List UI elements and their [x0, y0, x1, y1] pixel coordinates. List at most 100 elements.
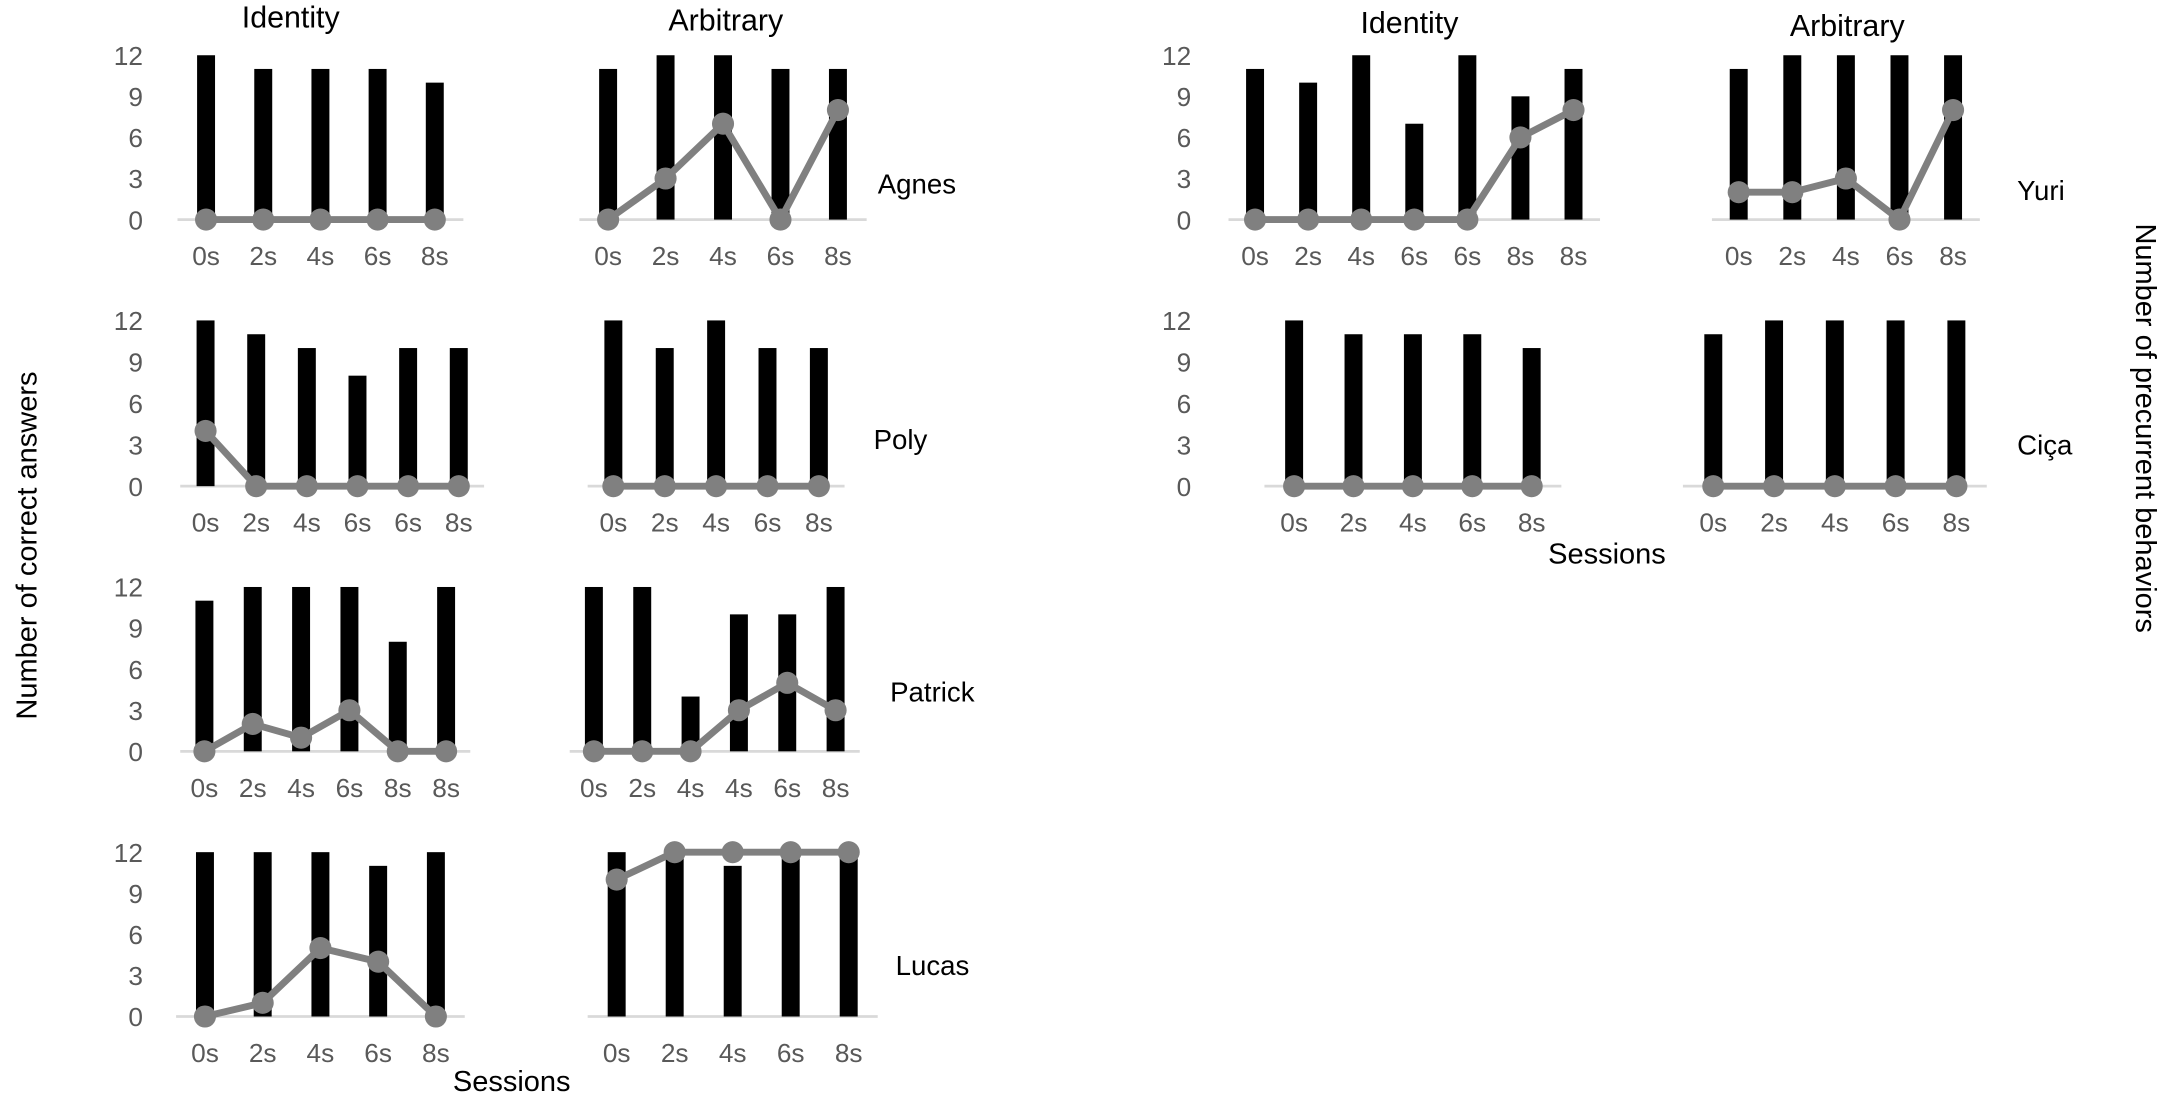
- data-point: [663, 841, 686, 864]
- x-tick-label: 2s: [239, 773, 267, 803]
- y-tick-label: 12: [1162, 41, 1191, 71]
- data-point: [290, 726, 313, 749]
- bar: [1947, 320, 1966, 487]
- x-tick-label: 8s: [1560, 241, 1588, 271]
- precurrent-line: [593, 679, 838, 755]
- x-tick-label: 8s: [1507, 241, 1535, 271]
- panel-agnes-arbitrary: 0s 2s 4s 6s 8s: [579, 55, 867, 271]
- data-point: [1520, 475, 1543, 498]
- y-tick-label: 9: [128, 879, 143, 909]
- y-tick-label: 9: [128, 614, 143, 644]
- x-tick-label: 8s: [1939, 241, 1967, 271]
- x-tick-label: 4s: [1399, 508, 1427, 538]
- data-point: [1342, 475, 1365, 498]
- panel-patrick-identity: 0 3 6 9 12 Patrick 0s 2s 4s 6s 8s 8s: [114, 573, 975, 803]
- bar: [1344, 334, 1363, 487]
- y-tick-label: 3: [128, 164, 143, 194]
- data-point: [346, 475, 369, 498]
- data-point: [1702, 475, 1725, 498]
- data-point: [309, 208, 332, 231]
- precurrent-line: [202, 706, 447, 755]
- data-point: [195, 208, 218, 231]
- x-tick-label: 2s: [1778, 241, 1806, 271]
- x-tick-label: 8s: [384, 773, 412, 803]
- y-tick-label: 3: [1177, 430, 1192, 460]
- bar: [828, 68, 847, 220]
- x-tick-label: 2s: [1760, 508, 1788, 538]
- bar: [243, 586, 262, 752]
- y-tick-label: 9: [1177, 82, 1192, 112]
- data-point: [602, 475, 625, 498]
- participant-label: Lucas: [896, 950, 970, 981]
- bar: [369, 865, 388, 1017]
- bar: [254, 68, 273, 220]
- x-tick-label: 4s: [725, 773, 753, 803]
- bar: [196, 320, 215, 487]
- bar: [633, 586, 652, 752]
- data-point: [1244, 208, 1267, 231]
- x-tick-label: 6s: [767, 241, 795, 271]
- x-tick-label: 6s: [364, 241, 392, 271]
- bar: [1403, 334, 1422, 487]
- column-title-arbitrary-right: Arbitrary: [1790, 9, 1906, 43]
- data-point: [653, 475, 676, 498]
- participant-label: Yuri: [2017, 175, 2065, 206]
- data-point: [423, 208, 446, 231]
- x-tick-label: 4s: [293, 508, 321, 538]
- data-point: [826, 98, 849, 122]
- data-point: [386, 740, 409, 763]
- bar: [425, 82, 444, 220]
- y-tick-label: 0: [128, 737, 143, 767]
- bar: [607, 852, 626, 1017]
- x-tick-label: 6s: [1400, 241, 1428, 271]
- data-point: [1456, 208, 1479, 231]
- y-tick-label: 3: [128, 696, 143, 726]
- y-tick-label: 6: [128, 123, 143, 153]
- x-tick-label: 0s: [603, 1038, 631, 1068]
- y-tick-label: 6: [128, 389, 143, 419]
- x-tick-label: 6s: [1886, 241, 1914, 271]
- bar: [1246, 68, 1265, 220]
- column-title-identity-left: Identity: [242, 1, 341, 35]
- x-tick-label: 6s: [1458, 508, 1486, 538]
- data-point: [597, 208, 620, 231]
- data-point: [1945, 475, 1968, 498]
- bar: [1299, 82, 1318, 220]
- x-tick-label: 0s: [600, 508, 628, 538]
- y-axis-label-left: Number of correct answers: [12, 371, 44, 719]
- data-point: [654, 167, 677, 190]
- x-tick-label: 6s: [754, 508, 782, 538]
- x-tick-label: 2s: [249, 1038, 277, 1068]
- x-tick-label: 8s: [835, 1038, 863, 1068]
- bar: [368, 68, 387, 220]
- x-tick-label: 6s: [777, 1038, 805, 1068]
- x-tick-label: 0s: [191, 1038, 219, 1068]
- bar: [1704, 334, 1723, 487]
- x-tick-label: 0s: [192, 508, 220, 538]
- data-point: [679, 740, 702, 763]
- panel-patrick-arbitrary: 0s 2s 4s 4s 6s 8s: [569, 586, 860, 803]
- data-point: [1509, 126, 1532, 149]
- panel-poly-arbitrary: 0s 2s 4s 6s 8s: [587, 320, 845, 538]
- bar: [1522, 348, 1541, 487]
- bar: [604, 320, 623, 487]
- bar: [399, 348, 418, 487]
- data-point: [711, 112, 735, 135]
- bar: [839, 852, 858, 1017]
- participant-label: Poly: [874, 424, 928, 455]
- bar: [771, 68, 790, 220]
- data-point: [824, 699, 847, 722]
- y-tick-label: 12: [114, 306, 143, 336]
- bar: [1783, 55, 1802, 220]
- data-point: [193, 740, 216, 763]
- data-point: [1461, 475, 1484, 498]
- participant-label: Agnes: [878, 168, 956, 199]
- bar: [340, 586, 359, 752]
- bar: [311, 852, 330, 1017]
- x-tick-label: 2s: [242, 508, 270, 538]
- x-tick-label: 4s: [677, 773, 705, 803]
- bar: [809, 348, 828, 487]
- x-tick-label: 8s: [1943, 508, 1971, 538]
- bar: [1463, 334, 1482, 487]
- panel-ciça-identity: 0 3 6 9 12 Ciça 0s 2s 4s 6s 8s: [1162, 306, 2073, 538]
